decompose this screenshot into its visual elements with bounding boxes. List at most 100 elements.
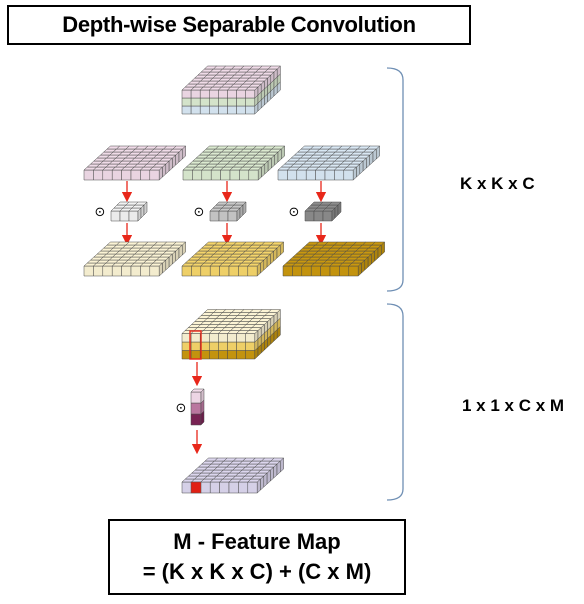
tensor-front-cell — [339, 265, 350, 277]
tensor-front-cell — [102, 169, 113, 181]
tensor-front-cell — [245, 97, 256, 107]
tensor-front-cell — [227, 105, 237, 115]
tensor-front-cell — [181, 89, 192, 99]
tensor-front-cell — [218, 210, 229, 222]
tensor-front-cell — [190, 350, 201, 360]
tensor-front-cell — [128, 210, 139, 222]
tensor-front-cell — [199, 97, 210, 107]
tensor-front-cell — [218, 105, 228, 115]
tensor-front-cell — [227, 341, 237, 351]
pointwise-highlight-column — [189, 330, 202, 360]
tensor-front-cell — [190, 333, 201, 343]
pointwise-output-highlight-cell — [190, 481, 202, 494]
tensor-front-cell — [348, 265, 359, 277]
tensor-front-cell — [130, 265, 141, 277]
input-tensor — [181, 65, 282, 115]
tensor-front-cell — [93, 265, 104, 277]
tensor-front-cell — [310, 265, 321, 277]
tensor-front-cell — [282, 265, 293, 277]
tensor-front-cell — [227, 350, 237, 360]
tensor-front-cell — [219, 481, 230, 494]
tensor-front-cell — [236, 341, 246, 351]
tensor-front-cell — [149, 169, 160, 181]
tensor-front-cell — [110, 210, 121, 222]
diagram-title: Depth-wise Separable Convolution — [62, 12, 416, 37]
tensor-front-cell — [245, 333, 256, 343]
stacked-depthwise-output — [181, 308, 282, 360]
input-channel-3-slice — [277, 145, 381, 181]
tensor-top-cell — [371, 241, 386, 246]
tensor-front-cell — [296, 169, 307, 181]
tensor-front-cell — [287, 169, 298, 181]
tensor-front-cell — [111, 265, 122, 277]
tensor-front-cell — [200, 481, 211, 494]
tensor-front-cell — [227, 89, 237, 99]
tensor-front-cell — [218, 97, 228, 107]
tensor-front-cell — [239, 169, 250, 181]
tensor-front-cell — [236, 105, 246, 115]
tensor-front-cell — [190, 105, 201, 115]
tensor-front-cell — [247, 265, 258, 277]
formula-box: M - Feature Map = (K x K x C) + (C x M) — [108, 519, 406, 595]
tensor-front-cell — [313, 210, 324, 222]
input-channel-2-slice — [182, 145, 286, 181]
tensor-top-cell — [271, 145, 286, 150]
tensor-front-cell — [228, 481, 239, 494]
tensor-front-cell — [111, 169, 122, 181]
tensor-top-cell — [172, 241, 187, 246]
tensor-front-cell — [218, 341, 228, 351]
title-box: Depth-wise Separable Convolution — [7, 5, 471, 45]
pointwise-output-feature-map — [181, 457, 285, 494]
tensor-front-cell — [190, 341, 201, 351]
tensor-front-cell — [140, 169, 151, 181]
tensor-front-cell — [236, 350, 246, 360]
tensor-front-cell — [190, 97, 201, 107]
tensor-front-cell — [83, 169, 94, 181]
tensor-front-cell — [329, 265, 340, 277]
tensor-front-cell — [227, 333, 237, 343]
tensor-front-cell — [245, 89, 256, 99]
tensor-front-cell — [201, 169, 212, 181]
depthwise-kernel-2 — [209, 201, 247, 222]
tensor-front-cell — [245, 105, 256, 115]
tensor-front-cell — [236, 97, 246, 107]
depthwise-kernel-1 — [110, 201, 148, 222]
tensor-front-cell — [191, 265, 202, 277]
formula-line-2: = (K x K x C) + (C x M) — [142, 559, 372, 584]
tensor-front-cell — [292, 265, 303, 277]
tensor-front-cell — [209, 333, 219, 343]
convolution-operator-2: ⊙ — [194, 205, 205, 220]
tensor-top-cell — [328, 201, 342, 206]
tensor-front-cell — [218, 333, 228, 343]
depthwise-cost-label: K x K x C — [460, 174, 535, 193]
tensor-front-cell — [130, 169, 141, 181]
tensor-front-cell — [305, 169, 316, 181]
tensor-front-cell — [209, 210, 220, 222]
tensor-front-cell — [181, 97, 192, 107]
tensor-front-cell — [236, 89, 246, 99]
tensor-front-cell — [247, 481, 258, 494]
tensor-front-cell — [220, 169, 231, 181]
tensor-front-cell — [245, 350, 256, 360]
tensor-top-cell — [270, 241, 285, 246]
tensor-front-cell — [343, 169, 354, 181]
tensor-front-cell — [181, 265, 192, 277]
tensor-front-cell — [322, 210, 333, 222]
pointwise-kernel — [190, 388, 205, 426]
tensor-front-cell — [236, 333, 246, 343]
tensor-front-cell — [238, 265, 249, 277]
tensor-front-cell — [200, 265, 211, 277]
tensor-top-cell — [366, 145, 381, 150]
tensor-front-cell — [149, 265, 160, 277]
input-channel-1-slice — [83, 145, 187, 181]
tensor-front-cell — [334, 169, 345, 181]
tensor-front-cell — [182, 169, 193, 181]
tensor-front-cell — [210, 169, 221, 181]
tensor-top-cell — [190, 388, 205, 393]
convolution-operator-1: ⊙ — [95, 205, 106, 220]
tensor-front-cell — [320, 265, 331, 277]
tensor-top-cell — [270, 457, 285, 462]
tensor-front-cell — [199, 105, 210, 115]
tensor-front-cell — [119, 210, 130, 222]
